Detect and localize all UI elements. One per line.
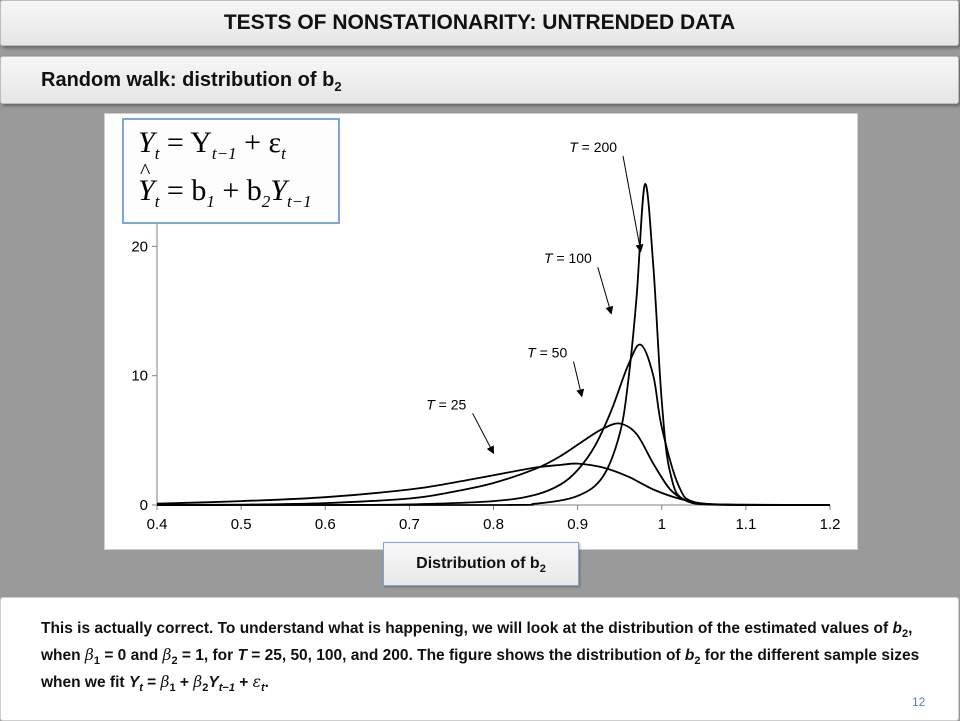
- y-tick-label: 20: [131, 238, 148, 255]
- series-line-200: [157, 183, 830, 506]
- x-axis-label-box: Distribution of b2: [383, 542, 579, 586]
- equation-box: Yt = Yt−1 + εt Yt = b1 + b2Yt−1: [122, 118, 340, 224]
- series-line-50: [156, 422, 830, 506]
- body-text-segment: This is actually correct. To understand …: [41, 620, 893, 637]
- equation-random-walk: Yt = Yt−1 + εt: [138, 126, 286, 164]
- body-b: b: [892, 620, 902, 637]
- subtitle-text: Random walk: distribution of b: [41, 69, 335, 91]
- annotation-label-t: T: [569, 139, 579, 155]
- eq2-yhat: Y: [138, 158, 155, 208]
- series-line-25: [156, 462, 831, 506]
- body-sub: 2: [901, 628, 909, 641]
- annotation-arrow: [597, 267, 614, 315]
- eq2-plus-b: + b: [222, 174, 262, 207]
- x-tick-label: 1.2: [820, 516, 841, 533]
- annotation-label-value: = 100: [553, 250, 593, 266]
- body-sub: 2: [202, 682, 209, 695]
- body-text-segment: .: [264, 674, 269, 692]
- annotation-label: T = 25: [426, 396, 466, 412]
- eq2-y: Y: [270, 174, 287, 207]
- body-sub: 2: [694, 655, 701, 668]
- annotation-label: T = 100: [544, 250, 592, 266]
- body-sub: 1: [169, 682, 176, 695]
- x-tick-label: 0.5: [231, 516, 252, 533]
- body-y: Y: [128, 674, 140, 692]
- annotation-arrow: [472, 413, 494, 455]
- annotation-label-t: T: [544, 250, 554, 266]
- body-sub: 2: [171, 655, 178, 668]
- body-text-segment: , when: [41, 620, 913, 665]
- eq2-sub-tminus1: t−1: [286, 192, 312, 211]
- x-tick-label: 1: [658, 516, 666, 533]
- body-y: Y: [208, 674, 219, 692]
- body-b: b: [684, 647, 695, 665]
- text-panel: This is actually correct. To understand …: [0, 597, 959, 721]
- y-tick-label: 10: [131, 368, 148, 385]
- body-text-segment: = 25, 50, 100, and 200. The figure shows…: [246, 647, 685, 665]
- eq1-y: Y: [138, 126, 155, 159]
- body-sub: 1: [93, 655, 101, 668]
- annotation-label-value: = 200: [578, 139, 618, 155]
- x-tick-label: 0.8: [483, 516, 504, 533]
- body-text-segment: = 1, for: [177, 647, 238, 665]
- x-axis-label-subscript: 2: [539, 563, 546, 576]
- eq1-equals-y: = Y: [166, 126, 212, 159]
- x-tick-label: 0.9: [567, 516, 588, 533]
- body-text: This is actually correct. To understand …: [41, 618, 921, 699]
- body-text-segment: =: [142, 674, 161, 692]
- eq1-sub-t2: t: [281, 144, 286, 163]
- annotation-arrow: [573, 361, 585, 398]
- x-tick-label: 1.1: [735, 516, 756, 533]
- y-tick-label: 0: [140, 497, 148, 514]
- eq1-sub-t: t: [154, 144, 160, 163]
- subtitle-bar: Random walk: distribution of b2: [0, 56, 959, 104]
- annotation-label: T = 200: [569, 139, 617, 155]
- body-text-segment: for the different sample sizes when we f…: [41, 647, 920, 692]
- body-sub-t: t: [260, 682, 265, 695]
- x-tick-label: 0.4: [147, 516, 168, 533]
- eq1-plus-epsilon: + ε: [244, 126, 282, 159]
- x-tick-label: 0.7: [399, 516, 420, 533]
- eq2-sub-1: 1: [206, 192, 215, 211]
- slide-subtitle: Random walk: distribution of b2: [1, 57, 958, 110]
- eq2-equals-b: = b: [166, 174, 207, 207]
- body-sub-tminus1: t−1: [218, 682, 235, 695]
- body-sub-t: t: [139, 682, 143, 695]
- page-title: TESTS OF NONSTATIONARITY: UNTRENDED DATA: [223, 11, 736, 34]
- annotation-label-t: T: [426, 396, 436, 412]
- eq2-sub-2: 2: [261, 192, 271, 211]
- eq2-sub-t: t: [154, 192, 160, 211]
- x-axis-label: Distribution of b: [416, 555, 540, 572]
- annotation-label-value: = 25: [435, 396, 467, 412]
- eq1-sub-tminus1: t−1: [211, 144, 237, 163]
- body-beta: β: [193, 673, 203, 692]
- body-epsilon: ε: [252, 673, 261, 692]
- title-bar: TESTS OF NONSTATIONARITY: UNTRENDED DATA: [0, 0, 959, 46]
- annotation-label-value: = 50: [536, 345, 568, 361]
- body-text-segment: +: [234, 674, 253, 692]
- body-text-segment: +: [175, 674, 194, 692]
- body-t: T: [237, 647, 247, 665]
- body-beta: β: [162, 646, 172, 665]
- subtitle-subscript: 2: [334, 79, 342, 94]
- page-number: 12: [912, 695, 926, 709]
- annotation-label: T = 50: [527, 345, 567, 361]
- x-tick-label: 0.6: [315, 516, 336, 533]
- body-beta: β: [84, 646, 94, 665]
- series-line-100: [157, 343, 830, 506]
- body-text-segment: = 0 and: [100, 647, 163, 665]
- body-beta: β: [160, 673, 170, 692]
- equation-fitted: Yt = b1 + b2Yt−1: [138, 158, 312, 212]
- annotation-label-t: T: [527, 345, 537, 361]
- annotation-arrow: [622, 155, 644, 253]
